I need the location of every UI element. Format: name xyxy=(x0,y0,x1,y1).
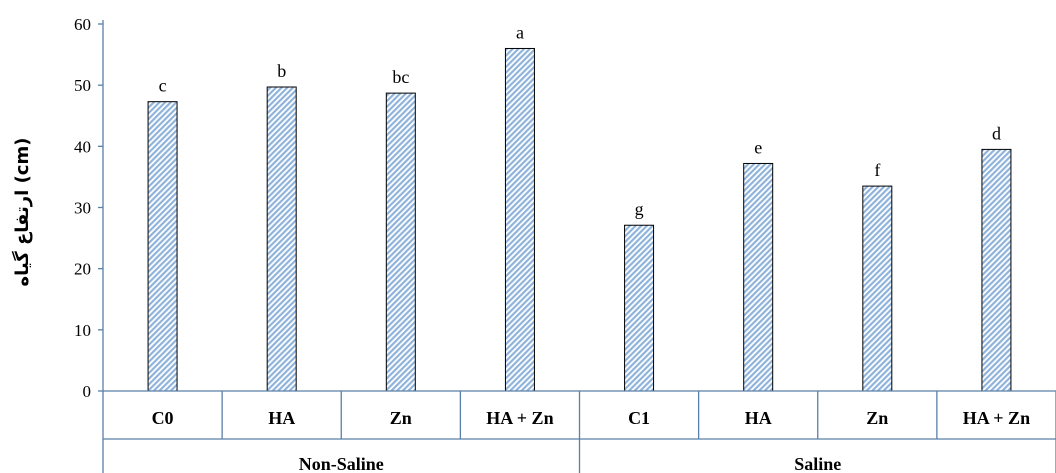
bar xyxy=(147,101,178,392)
y-axis-title: ارتفاع گیاه (cm) xyxy=(11,138,33,287)
x-category-label: HA xyxy=(268,408,295,428)
y-tick-label: 20 xyxy=(74,260,91,279)
y-tick-label: 30 xyxy=(74,199,91,218)
x-category-label: HA + Zn xyxy=(486,408,553,428)
bar-significance-label: g xyxy=(635,199,644,219)
x-category-label: Zn xyxy=(866,408,888,428)
bar xyxy=(266,86,297,392)
y-tick-label: 0 xyxy=(83,382,92,401)
bar-significance-label: c xyxy=(159,76,167,96)
bar xyxy=(504,47,535,392)
bar xyxy=(981,148,1012,392)
bar xyxy=(624,224,655,392)
y-tick-label: 40 xyxy=(74,137,91,156)
axes xyxy=(102,20,1056,473)
bar-significance-label: bc xyxy=(392,67,409,87)
x-category-label: C0 xyxy=(152,408,174,428)
bar-significance-label: f xyxy=(874,160,880,180)
bars xyxy=(147,47,1012,392)
x-category-label: HA + Zn xyxy=(963,408,1030,428)
bar-significance-label: a xyxy=(516,22,524,42)
y-tick-label: 50 xyxy=(74,76,91,95)
y-tick-label: 10 xyxy=(74,321,91,340)
bar xyxy=(862,185,893,392)
x-group-label: Non-Saline xyxy=(299,454,384,473)
bar-significance-label: d xyxy=(992,123,1001,143)
x-category-label: C1 xyxy=(628,408,650,428)
data-labels: c b bc a g e f d xyxy=(159,22,1001,219)
y-tick-label: 60 xyxy=(74,15,91,34)
x-axis-labels: C0 HA Zn HA + Zn C1 HA Zn HA + Zn Non-Saline Sali… xyxy=(152,408,1031,473)
bar xyxy=(743,162,774,392)
x-category-label: Zn xyxy=(390,408,412,428)
x-group-label: Saline xyxy=(794,454,841,473)
x-category-label: HA xyxy=(745,408,772,428)
bar-significance-label: b xyxy=(277,61,286,81)
bar-significance-label: e xyxy=(754,137,762,157)
bar xyxy=(385,92,416,392)
y-axis-ticks: 0 10 20 30 40 50 60 xyxy=(74,15,103,401)
